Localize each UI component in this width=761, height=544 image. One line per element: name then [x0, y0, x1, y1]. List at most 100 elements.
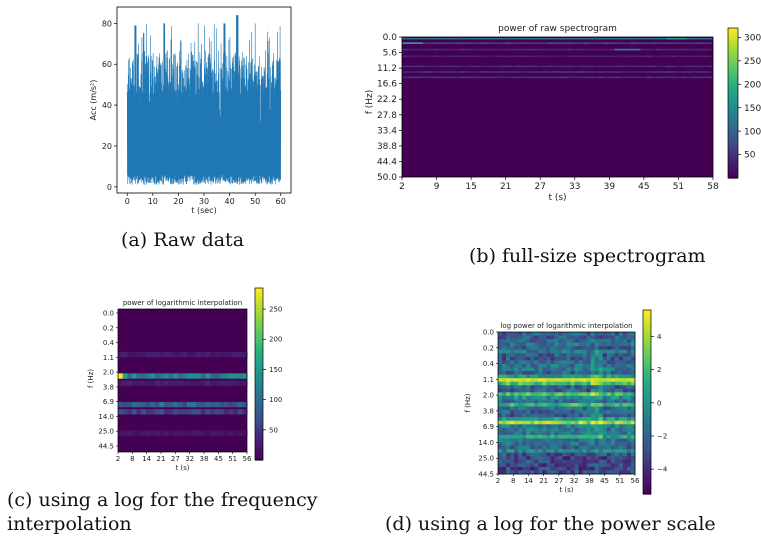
heatmap-cell-d [506, 420, 511, 425]
heatmap-cell-c [150, 380, 156, 386]
heatmap-cell-d [502, 449, 507, 454]
heatmap-cell-d [542, 427, 547, 432]
spectrogram-band-b [484, 71, 491, 73]
heatmap-cell-c [214, 401, 220, 408]
spectrogram-band-b [412, 76, 419, 79]
heatmap-cell-d [626, 456, 632, 461]
heatmap-cell-c [159, 401, 165, 408]
heatmap-cell-d [534, 346, 539, 351]
heatmap-cell-d [590, 445, 596, 450]
heatmap-cell-d [590, 427, 596, 432]
heatmap-cell-d [606, 374, 612, 379]
colorbar-step [643, 313, 651, 317]
caption-d: (d) using a log for the power scale [385, 513, 716, 535]
y-tick-label-c: 6.9 [103, 398, 114, 406]
heatmap-cell-d [602, 392, 608, 397]
heatmap-cell-d [506, 431, 511, 436]
heatmap-cell-d [566, 424, 571, 429]
spectrogram-band-b [645, 55, 652, 58]
spectrogram-band-b [505, 48, 512, 51]
heatmap-cell-d [530, 431, 535, 436]
heatmap-cell-c [219, 430, 225, 436]
heatmap-cell-d [506, 459, 511, 464]
heatmap-cell-d [514, 434, 519, 439]
heatmap-cell-d [538, 431, 543, 436]
heatmap-cell-d [626, 392, 632, 397]
heatmap-cell-d [622, 427, 628, 432]
colorbar-tick-label: 2 [657, 366, 661, 374]
heatmap-cell-d [498, 456, 503, 461]
heatmap-cell-d [550, 470, 555, 475]
heatmap-cell-d [522, 456, 527, 461]
spectrogram-band-b [687, 37, 693, 40]
heatmap-cell-c [182, 409, 188, 415]
heatmap-cell-d [578, 449, 584, 454]
spectrogram-band-b [505, 76, 512, 79]
colorbar-step [728, 90, 738, 94]
colorbar-step [643, 352, 651, 357]
x-tick-label-c: 32 [185, 455, 194, 463]
spectrogram-band-b [474, 48, 481, 51]
heatmap-cell-d [510, 406, 515, 411]
heatmap-cell-d [594, 424, 600, 429]
heatmap-cell-d [594, 420, 600, 425]
colorbar-step [255, 351, 263, 355]
heatmap-cell-d [574, 381, 579, 386]
heatmap-cell-c [141, 373, 147, 379]
heatmap-cell-d [518, 367, 523, 372]
heatmap-cell-d [538, 424, 543, 429]
heatmap-cell-d [594, 349, 600, 354]
colorbar-step [728, 103, 738, 107]
heatmap-cell-c [237, 409, 243, 415]
heatmap-cell-d [506, 363, 511, 368]
colorbar-step [643, 438, 651, 443]
heatmap-cell-d [602, 374, 608, 379]
heatmap-cell-d [610, 456, 616, 461]
heatmap-cell-d [498, 399, 503, 404]
heatmap-cell-d [598, 363, 604, 368]
heatmap-cell-d [630, 332, 636, 336]
heatmap-cell-d [522, 360, 527, 365]
heatmap-cell-d [630, 466, 636, 471]
heatmap-cell-d [598, 424, 604, 429]
heatmap-cell-d [570, 420, 575, 425]
heatmap-cell-d [570, 399, 575, 404]
heatmap-cell-d [582, 427, 588, 432]
heatmap-cell-c [205, 409, 211, 415]
spectrogram-band-b [531, 71, 538, 73]
heatmap-cell-d [550, 463, 555, 468]
heatmap-cell-d [502, 388, 507, 393]
spectrogram-band-b [427, 42, 434, 44]
heatmap-cell-d [586, 470, 592, 475]
colorbar-step [728, 58, 738, 62]
heatmap-cell-d [566, 349, 571, 354]
heatmap-cell-d [598, 434, 604, 439]
heatmap-cell-d [594, 356, 600, 361]
spectrogram-band-b [573, 55, 579, 58]
heatmap-cell-c [187, 380, 193, 386]
heatmap-cell-d [546, 438, 551, 443]
spectrogram-band-b [573, 71, 579, 73]
heatmap-cell-d [498, 360, 503, 365]
heatmap-cell-d [618, 346, 624, 351]
spectrogram-band-b [490, 65, 496, 68]
spectrogram-band-b [671, 42, 678, 44]
heatmap-cell-d [558, 388, 563, 393]
spectrogram-band-b [681, 55, 688, 58]
heatmap-cell-c [136, 401, 142, 408]
spectrogram-band-b [666, 65, 673, 68]
heatmap-cell-d [570, 353, 575, 358]
spectrogram-band-b [422, 71, 429, 73]
heatmap-cell-c [187, 401, 193, 408]
colorbar-step [728, 75, 738, 79]
heatmap-cell-d [586, 356, 592, 361]
spectrogram-band-b [536, 42, 543, 44]
heatmap-cell-c [237, 380, 243, 386]
heatmap-cell-d [542, 420, 547, 425]
heatmap-cell-d [498, 392, 503, 397]
heatmap-cell-c [196, 401, 202, 408]
heatmap-cell-d [570, 378, 575, 383]
heatmap-cell-d [502, 431, 507, 436]
heatmap-cell-d [542, 452, 547, 457]
colorbar-step [728, 98, 738, 102]
